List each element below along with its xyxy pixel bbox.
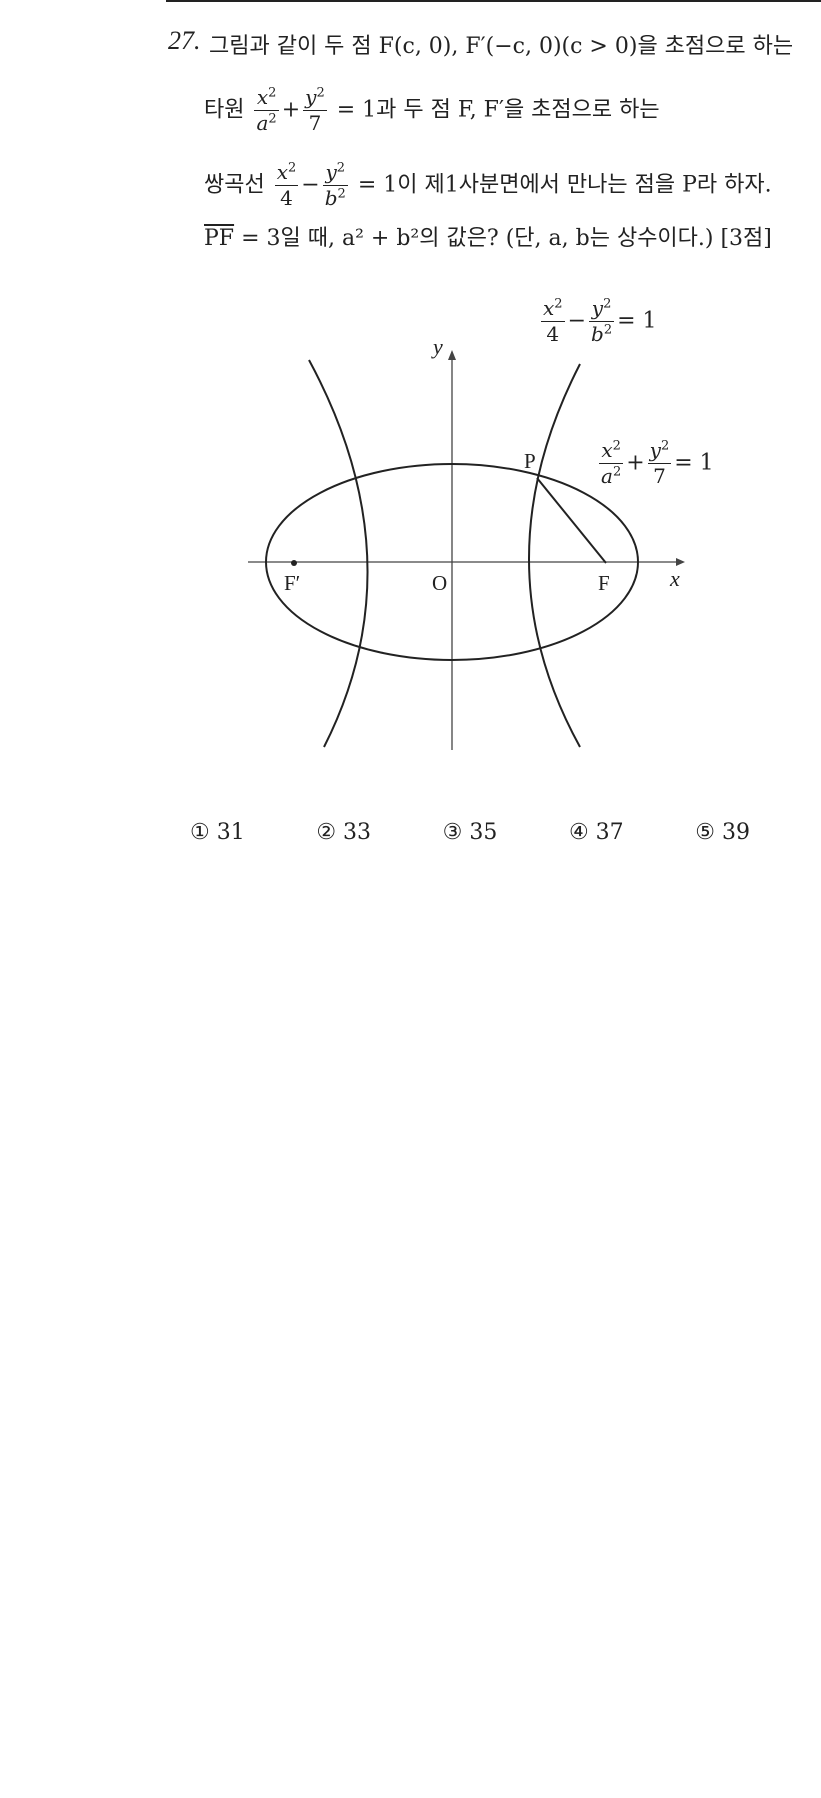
choice-3[interactable]: ③ 35 [442,820,498,845]
segment-pf: PF [204,226,235,251]
hyperbola-right-branch [528,363,581,748]
top-rule [166,0,821,2]
focus-f-prime-label: F′ [284,571,300,595]
ellipse-equation-label: x2 a2 + y2 7 = 1 [599,438,714,488]
ellipse-word: 타원 [204,97,245,123]
ellipse-eq-term-x: x2 a2 [254,85,279,135]
ellipse-eq-term-y: y2 7 [303,85,327,135]
y-axis-arrow [448,350,456,360]
problem-line-3-rest: = 1이 제1사분면에서 만나는 점을 P라 하자. [357,172,772,198]
segment-pf-line [536,477,607,564]
focus-f-label: F [598,571,610,595]
hyperbola-equation-label: x2 4− y2 b2 = 1 [541,296,657,346]
choice-1[interactable]: ① 31 [190,820,245,845]
problem-line-4: PF = 3일 때, a² + b²의 값은? (단, a, b는 상수이다.)… [204,220,772,252]
hyperbola-eq-term-x: x2 4 [274,160,299,210]
problem-line-2-rest: = 1과 두 점 F, F′을 초점으로 하는 [336,97,660,123]
point-p-label: P [524,449,536,473]
hyperbola-eq-term-y: y2 b2 [322,160,348,210]
choice-4[interactable]: ④ 37 [568,820,624,845]
ellipse-curve [265,463,639,661]
x-axis-label: x [669,566,680,591]
problem-line-3: 쌍곡선 x2 4− y2 b2 = 1이 제1사분면에서 만나는 점을 P라 하자. [204,160,772,210]
x-axis-arrow [676,558,685,566]
problem-line-1: 그림과 같이 두 점 F(c, 0), F′(−c, 0)(c > 0)을 초점… [209,34,794,59]
choice-5[interactable]: ⑤ 39 [695,820,750,845]
problem-line-4-rest: = 3일 때, a² + b²의 값은? (단, a, b는 상수이다.) [3… [241,226,772,251]
hyperbola-word: 쌍곡선 [204,172,265,198]
hyperbola-left-branch [308,359,369,748]
problem-line-2: 타원 x2 a2 + y2 7 = 1과 두 점 F, F′을 초점으로 하는 [204,85,660,135]
focus-f-prime-dot [291,560,297,566]
answer-choices: ① 31 ② 33 ③ 35 ④ 37 ⑤ 39 [190,820,750,845]
choice-2[interactable]: ② 33 [316,820,372,845]
y-axis-label: y [431,334,443,359]
origin-label: O [432,571,447,595]
conic-figure: y x O F F′ P [248,334,685,750]
question-number: 27. [168,26,201,55]
